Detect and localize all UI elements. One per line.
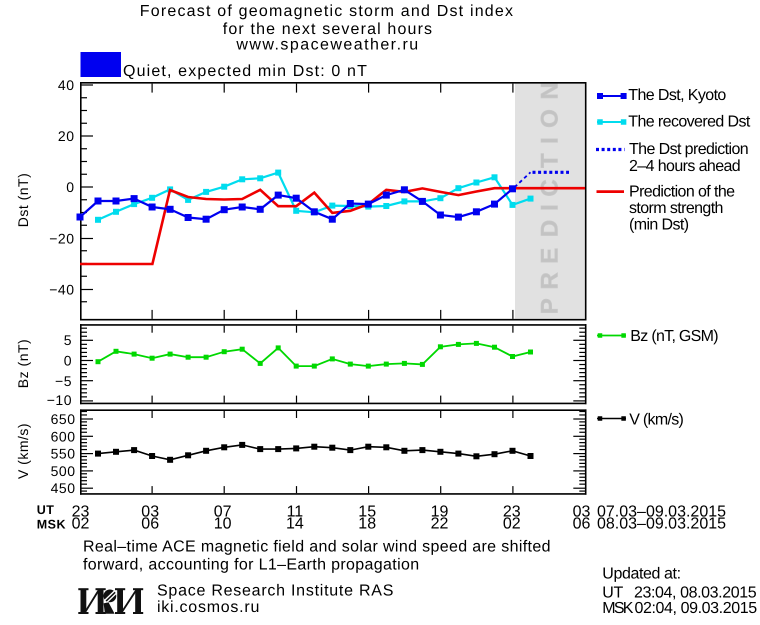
svg-text:O: O	[537, 109, 564, 128]
svg-text:03: 03	[573, 504, 591, 521]
svg-text:N: N	[537, 82, 564, 99]
svg-text:(min Dst): (min Dst)	[629, 217, 689, 234]
svg-text:19: 19	[431, 504, 449, 521]
svg-text:V (km/s): V (km/s)	[629, 412, 683, 429]
svg-text:20: 20	[58, 128, 75, 144]
svg-text:Forecast of geomagnetic storm: Forecast of geomagnetic storm and Dst in…	[140, 3, 514, 20]
svg-text:40: 40	[58, 77, 75, 93]
svg-text:E: E	[537, 248, 564, 264]
svg-text:22: 22	[431, 516, 449, 533]
svg-text:07.03–09.03.2015: 07.03–09.03.2015	[597, 504, 726, 521]
svg-text:06: 06	[141, 516, 159, 533]
svg-text:14: 14	[286, 516, 304, 533]
svg-text:www.spaceweather.ru: www.spaceweather.ru	[235, 37, 419, 54]
svg-text:Updated at:: Updated at:	[602, 566, 680, 583]
svg-text:0: 0	[66, 179, 74, 195]
svg-text:Space Research Institute RAS: Space Research Institute RAS	[157, 583, 394, 600]
svg-text:iki.cosmos.ru: iki.cosmos.ru	[157, 599, 260, 616]
svg-text:600: 600	[51, 428, 76, 444]
svg-text:MSK: MSK	[37, 517, 66, 531]
svg-text:500: 500	[51, 463, 76, 479]
svg-text:0: 0	[64, 353, 72, 369]
svg-text:UT: UT	[37, 503, 55, 517]
svg-text:5: 5	[64, 332, 72, 348]
svg-text:Bz (nT): Bz (nT)	[15, 339, 31, 388]
svg-text:Dst (nT): Dst (nT)	[15, 173, 31, 228]
svg-text:18: 18	[358, 516, 376, 533]
svg-text:11: 11	[287, 504, 304, 521]
svg-text:P: P	[537, 298, 564, 314]
svg-text:D: D	[537, 220, 564, 237]
svg-text:02: 02	[72, 516, 90, 533]
svg-text:forward, accounting for L1–Ear: forward, accounting for L1–Earth propaga…	[83, 557, 420, 574]
svg-text:I: I	[537, 137, 564, 144]
svg-text:Prediction of the: Prediction of the	[629, 184, 735, 201]
svg-text:−5: −5	[55, 373, 72, 389]
svg-text:15: 15	[358, 504, 376, 521]
svg-text:V (km/s): V (km/s)	[15, 423, 31, 479]
svg-text:R: R	[537, 272, 564, 289]
svg-text:−20: −20	[49, 231, 74, 247]
svg-text:550: 550	[51, 446, 76, 462]
svg-text:23: 23	[503, 504, 521, 521]
svg-text:−10: −10	[47, 392, 72, 408]
svg-text:07: 07	[214, 504, 232, 521]
svg-text:2–4 hours ahead: 2–4 hours ahead	[629, 158, 740, 175]
svg-text:Bz (nT, GSM): Bz (nT, GSM)	[630, 328, 718, 345]
svg-text:T: T	[537, 153, 564, 168]
svg-text:The recovered Dst: The recovered Dst	[628, 114, 751, 131]
svg-text:The Dst prediction: The Dst prediction	[629, 141, 748, 158]
svg-text:−40: −40	[49, 282, 74, 298]
svg-text:23: 23	[72, 504, 90, 521]
svg-text:450: 450	[51, 480, 76, 496]
svg-text:03: 03	[141, 504, 159, 521]
svg-text:10: 10	[214, 516, 232, 533]
svg-text:for the next several hours: for the next several hours	[223, 21, 433, 38]
svg-text:Real–time ACE magnetic field a: Real–time ACE magnetic field and solar w…	[83, 539, 551, 556]
svg-text:Quiet, expected min Dst: 0 nT: Quiet, expected min Dst: 0 nT	[123, 63, 368, 80]
svg-text:The Dst, Kyoto: The Dst, Kyoto	[628, 87, 726, 104]
svg-text:storm strength: storm strength	[629, 200, 723, 217]
svg-text:650: 650	[51, 411, 76, 427]
svg-text:08.03–09.03.2015: 08.03–09.03.2015	[597, 516, 726, 533]
svg-text:I: I	[537, 204, 564, 211]
svg-text:06: 06	[573, 516, 591, 533]
svg-text:02: 02	[503, 516, 521, 533]
